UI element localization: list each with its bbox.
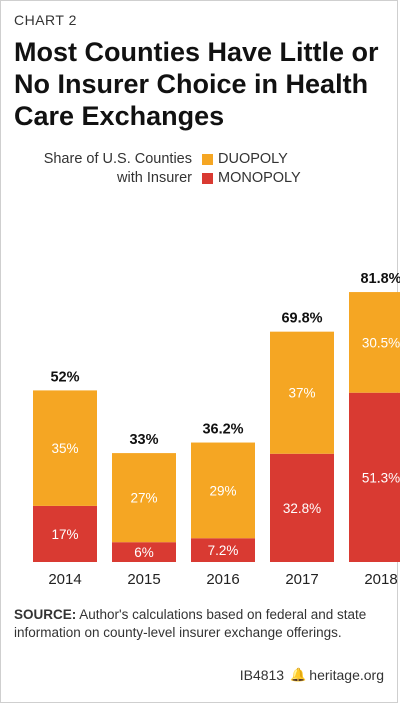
chart-title: Most Counties Have Little or No Insurer …	[14, 37, 379, 131]
total-label-2018: 81.8%	[360, 271, 400, 287]
bar-duopoly-2014	[33, 390, 97, 506]
data-label-duopoly-2018: 30.5%	[362, 335, 400, 350]
stacked-bar-chart: 17% 35% 52% 2014 6% 27% 33% 2015 7.2% 29% 36.2% 201…	[33, 271, 400, 588]
data-label-monopoly-2015: 6%	[134, 545, 154, 560]
bar-duopoly-2015	[112, 453, 176, 543]
data-label-duopoly-2016: 29%	[209, 483, 236, 498]
legend-swatch-duopoly	[202, 154, 213, 165]
source-label: SOURCE:	[14, 607, 77, 622]
data-label-monopoly-2016: 7.2%	[208, 543, 239, 558]
x-tick-label-2014: 2014	[48, 571, 81, 588]
source-text: Author's calculations based on federal a…	[14, 607, 367, 640]
x-tick-label-2018: 2018	[364, 571, 397, 588]
bar-monopoly-2016	[191, 538, 255, 562]
legend-swatch-monopoly	[202, 173, 213, 184]
data-label-monopoly-2017: 32.8%	[283, 501, 321, 516]
chart-kicker: CHART 2	[14, 12, 77, 28]
total-label-2016: 36.2%	[202, 422, 243, 438]
liberty-bell-icon: 🔔	[290, 667, 307, 682]
data-label-monopoly-2014: 17%	[51, 527, 78, 542]
legend-title: Share of U.S. Counties with Insurer	[43, 151, 192, 186]
legend: DUOPOLY MONOPOLY	[202, 150, 301, 188]
bar-monopoly-2018	[349, 392, 400, 562]
legend-label-monopoly: MONOPOLY	[218, 170, 301, 186]
legend-item-duopoly: DUOPOLY	[202, 150, 301, 169]
data-label-monopoly-2018: 51.3%	[362, 470, 400, 485]
bar-duopoly-2017	[270, 331, 334, 454]
total-label-2015: 33%	[129, 432, 158, 448]
bar-duopoly-2018	[349, 292, 400, 393]
x-tick-label-2015: 2015	[127, 571, 160, 588]
x-tick-label-2016: 2016	[206, 571, 239, 588]
site-name: heritage.org	[309, 667, 384, 683]
source-note: SOURCE: Author's calculations based on f…	[14, 606, 386, 642]
legend-item-monopoly: MONOPOLY	[202, 169, 301, 188]
data-label-duopoly-2015: 27%	[130, 491, 157, 506]
footer: IB4813 🔔 heritage.org	[240, 667, 384, 683]
bar-monopoly-2017	[270, 453, 334, 562]
bar-monopoly-2015	[112, 542, 176, 562]
legend-label-duopoly: DUOPOLY	[218, 151, 288, 167]
x-tick-label-2017: 2017	[285, 571, 318, 588]
data-label-duopoly-2014: 35%	[51, 441, 78, 456]
total-label-2014: 52%	[50, 369, 79, 385]
data-label-duopoly-2017: 37%	[288, 386, 315, 401]
bar-duopoly-2016	[191, 442, 255, 539]
total-label-2017: 69.8%	[281, 311, 322, 327]
report-code: IB4813	[239, 667, 285, 683]
bar-monopoly-2014	[33, 505, 97, 562]
